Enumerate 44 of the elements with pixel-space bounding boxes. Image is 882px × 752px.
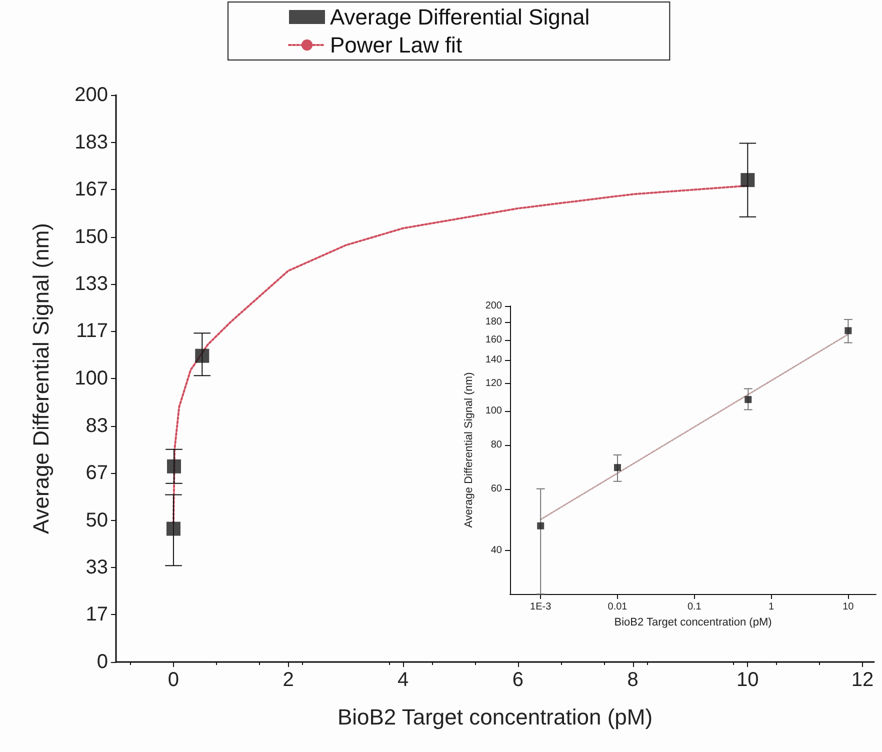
legend-label: Average Differential Signal — [330, 4, 590, 30]
x-tick-label: 6 — [512, 669, 524, 691]
x-tick-label: 8 — [627, 669, 638, 691]
y-tick-label: 120 — [485, 378, 502, 390]
y-tick-label: 150 — [74, 226, 108, 248]
y-tick-label: 200 — [485, 300, 502, 312]
x-tick-label: 1 — [768, 602, 775, 612]
y-tick-label: 133 — [74, 273, 108, 296]
y-tick-label: 17 — [86, 604, 108, 626]
x-tick-label: 12 — [851, 669, 874, 691]
x-tick-label: 2 — [282, 669, 294, 691]
y-axis-title: Average Differential Signal (nm) — [28, 222, 54, 534]
y-tick-label: 50 — [86, 509, 108, 532]
x-axis-title: BioB2 Target concentration (pM) — [614, 616, 772, 628]
y-tick-label: 67 — [86, 462, 108, 484]
x-tick-label: 4 — [398, 669, 409, 691]
y-axis-title: Average Differential Signal (nm) — [462, 372, 475, 528]
y-tick-label: 200 — [74, 84, 108, 106]
y-tick-label: 40 — [490, 544, 502, 556]
y-tick-label: 180 — [485, 316, 502, 328]
y-tick-label: 60 — [490, 483, 502, 494]
x-tick-label: 1E-3 — [530, 602, 552, 612]
y-tick-label: 100 — [74, 368, 108, 390]
point — [195, 348, 210, 363]
point — [740, 173, 755, 188]
x-axis-title: BioB2 Target concentration (pM) — [337, 704, 653, 730]
y-tick-label: 100 — [485, 406, 502, 417]
y-tick-label: 83 — [86, 414, 108, 437]
y-tick-label: 167 — [74, 178, 108, 200]
point — [166, 522, 180, 536]
y-tick-label: 0 — [96, 651, 108, 673]
x-tick-label: 0.01 — [608, 602, 628, 612]
y-tick-label: 183 — [74, 131, 108, 154]
x-tick-label: 10 — [842, 602, 854, 612]
y-tick-label: 140 — [485, 354, 502, 366]
x-tick-label: 10 — [736, 669, 759, 691]
legend-label: Power Law fit — [330, 32, 462, 58]
point — [167, 459, 181, 474]
y-tick-label: 117 — [76, 320, 108, 342]
x-tick-label: 0.1 — [687, 602, 702, 612]
y-tick-label: 33 — [86, 556, 108, 579]
x-tick-label: 0 — [168, 669, 179, 691]
y-tick-label: 80 — [490, 440, 502, 451]
y-tick-label: 160 — [485, 334, 502, 346]
